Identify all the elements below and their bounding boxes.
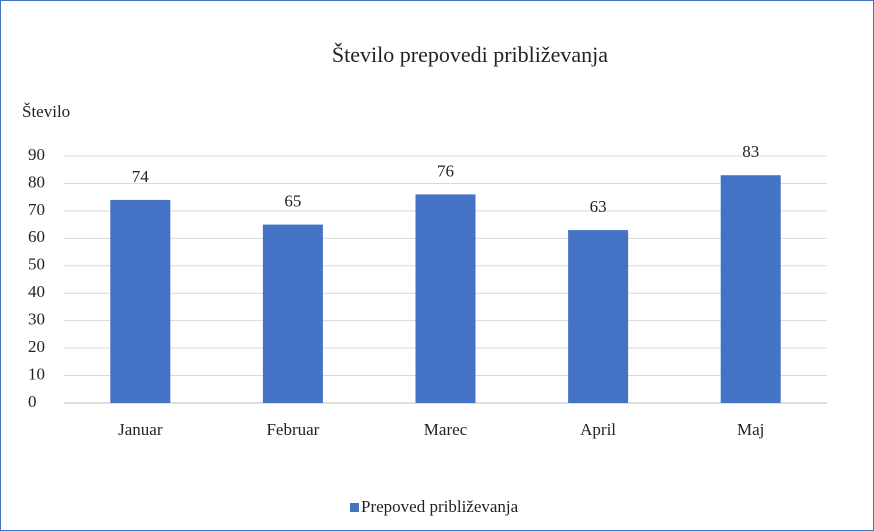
data-label: 65: [284, 192, 301, 211]
bar: [720, 175, 781, 403]
y-tick-label: 90: [28, 145, 45, 164]
legend-swatch: [350, 503, 359, 512]
data-label: 63: [590, 197, 607, 216]
y-tick-label: 80: [28, 172, 45, 191]
x-tick-label: Marec: [424, 420, 468, 439]
x-tick-label: Februar: [266, 420, 319, 439]
y-tick-label: 30: [28, 310, 45, 329]
y-tick-label: 70: [28, 200, 45, 219]
y-tick-label: 10: [28, 364, 45, 383]
x-tick-label: April: [580, 420, 616, 439]
chart-title: Število prepovedi približevanja: [332, 42, 608, 67]
bar: [415, 194, 476, 403]
bar: [110, 199, 171, 403]
bar: [568, 230, 629, 403]
data-label: 74: [132, 167, 150, 186]
legend-label: Prepoved približevanja: [361, 497, 519, 516]
data-label: 76: [437, 161, 454, 180]
y-tick-label: 40: [28, 282, 45, 301]
y-tick-label: 0: [28, 392, 37, 411]
bar: [262, 224, 323, 403]
y-tick-label: 60: [28, 227, 45, 246]
x-tick-label: Maj: [737, 420, 764, 439]
y-axis-label: Število: [22, 102, 70, 121]
y-tick-label: 50: [28, 255, 45, 274]
data-label: 83: [742, 142, 759, 161]
x-tick-label: Januar: [118, 420, 163, 439]
y-tick-label: 20: [28, 337, 45, 356]
